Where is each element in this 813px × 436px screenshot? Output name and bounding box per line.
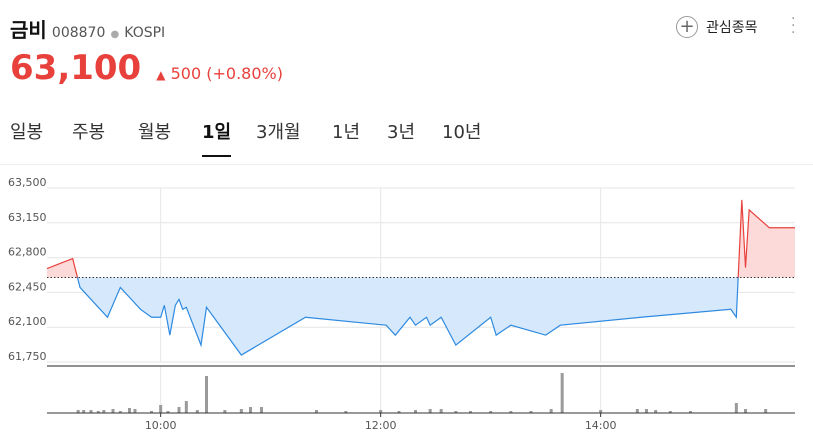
volume-bar: [439, 409, 443, 413]
volume-bar: [689, 411, 692, 413]
volume-bar: [239, 409, 243, 413]
tab[interactable]: 주봉: [72, 122, 106, 143]
price-line: [46, 199, 795, 278]
market: KOSPI: [124, 25, 166, 41]
y-tick-label: 63,500: [8, 176, 47, 189]
watch-button[interactable]: + 관심종목: [676, 16, 758, 38]
volume-bar: [89, 410, 93, 413]
x-tick-label: 14:00: [585, 419, 617, 432]
change-pct: (+0.80%): [206, 64, 283, 83]
volume-bar: [599, 410, 603, 413]
volume-bar: [654, 410, 658, 413]
stock-code: 008870: [51, 25, 106, 41]
volume-bar: [205, 376, 208, 413]
volume-bar: [223, 410, 227, 413]
tab[interactable]: 1년: [332, 122, 361, 143]
x-tick-label: 10:00: [145, 419, 177, 432]
price-line: [76, 277, 739, 356]
price-area: [47, 199, 795, 278]
volume-bar: [260, 407, 263, 413]
volume-bar: [509, 411, 513, 413]
volume-bar: [744, 409, 747, 413]
volume-bar: [159, 405, 163, 413]
volume-bar: [195, 410, 199, 413]
volume-bar: [177, 407, 181, 413]
volume-bar: [118, 411, 122, 413]
y-tick-label: 62,800: [8, 246, 47, 259]
change: 500: [170, 64, 202, 83]
volume-bar: [469, 411, 472, 413]
volume-bar: [454, 411, 458, 413]
volume-bar: [82, 410, 86, 413]
volume-bar: [414, 410, 417, 413]
stock-name: 금비: [10, 18, 47, 42]
volume-bar: [102, 410, 106, 413]
volume-bar: [668, 411, 672, 413]
volume-bar: [315, 410, 318, 413]
period-tabs: 일봉 주봉 월봉 1일 3개월 1년 3년 10년: [0, 118, 813, 165]
volume-bar: [734, 403, 738, 413]
volume-bar: [529, 411, 533, 413]
y-tick-label: 62,100: [8, 315, 47, 328]
plus-icon: +: [676, 16, 698, 38]
volume-bar: [111, 409, 115, 413]
tab[interactable]: 10년: [442, 122, 482, 143]
volume-bar: [549, 409, 553, 413]
tab[interactable]: 일봉: [10, 122, 44, 143]
price: 63,100: [10, 48, 142, 88]
tab[interactable]: 월봉: [138, 122, 172, 143]
volume-bar: [489, 411, 493, 413]
watch-label: 관심종목: [706, 20, 758, 36]
volume-bar: [76, 410, 80, 413]
volume-bar: [150, 411, 153, 413]
price-row: 63,100 ▲ 500 (+0.80%): [10, 48, 283, 88]
up-arrow: ▲: [156, 68, 166, 82]
volume-bar: [249, 407, 252, 413]
volume-bar: [128, 408, 131, 413]
stock-title: 금비 008870 ● KOSPI: [10, 14, 165, 43]
tab[interactable]: 1일: [202, 118, 232, 157]
y-tick-label: 61,750: [8, 350, 47, 363]
volume-bar: [344, 411, 348, 413]
volume-bar: [428, 409, 432, 413]
price-area: [47, 277, 795, 356]
x-tick-label: 12:00: [365, 419, 397, 432]
y-tick-label: 62,450: [8, 280, 47, 293]
y-tick-label: 63,150: [8, 211, 47, 224]
volume-bar: [645, 409, 648, 413]
volume-bar: [635, 409, 639, 413]
volume-bar: [166, 411, 170, 413]
volume-bar: [133, 409, 137, 413]
tab[interactable]: 3년: [387, 122, 416, 143]
volume-bar: [379, 410, 383, 413]
separator-dot: ●: [110, 29, 120, 40]
volume-bar: [764, 409, 768, 413]
more-menu[interactable]: · · ·: [791, 11, 796, 41]
volume-bar: [397, 411, 401, 413]
tab[interactable]: 3개월: [256, 122, 301, 143]
volume-bar: [560, 373, 564, 413]
volume-bar: [96, 411, 100, 413]
volume-bar: [184, 401, 188, 413]
